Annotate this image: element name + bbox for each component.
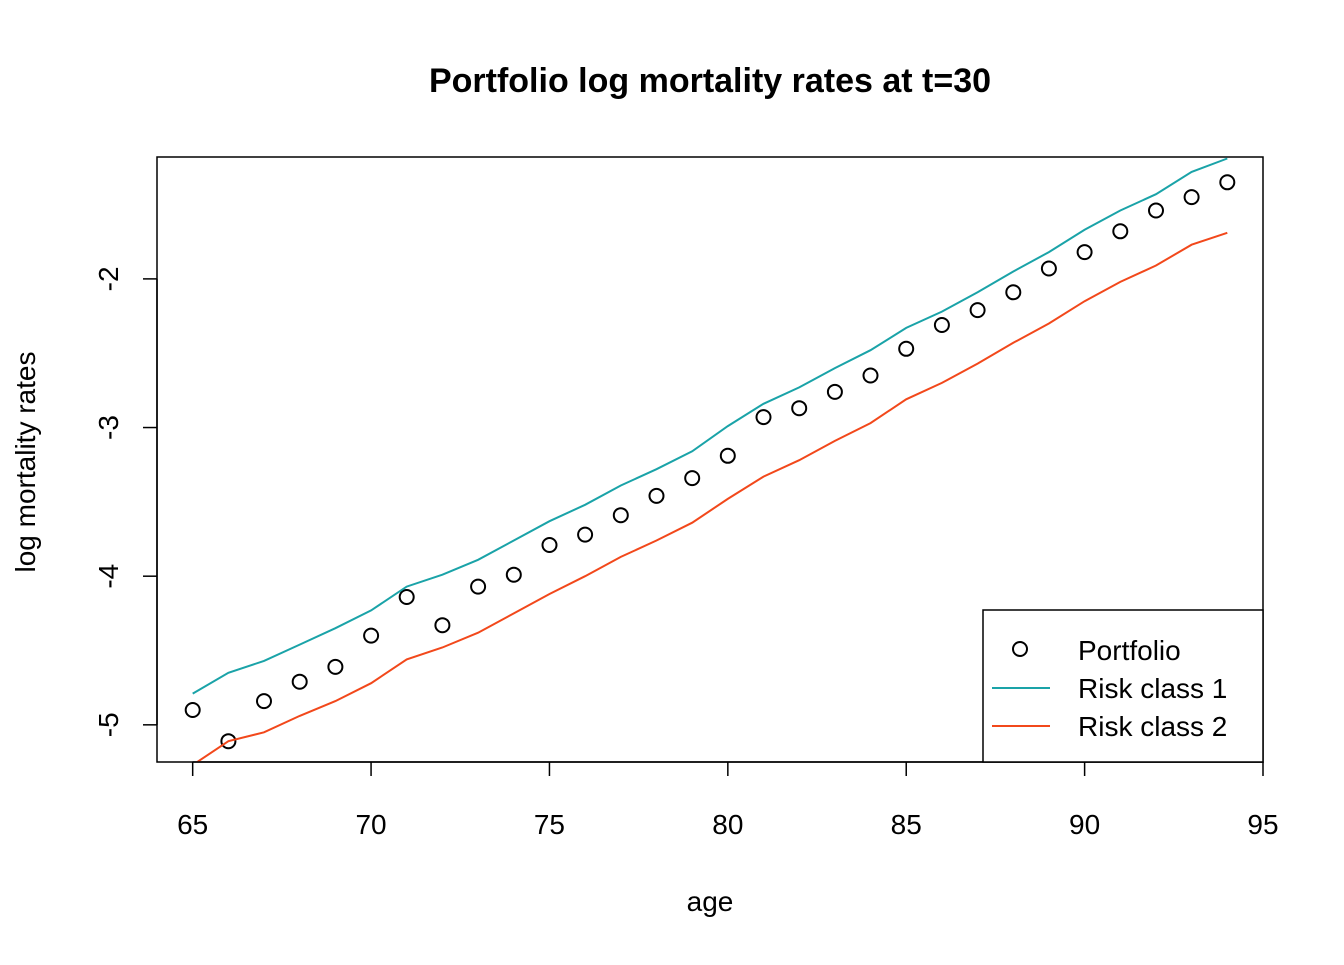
data-point-portfolio	[1005, 284, 1022, 301]
data-point-portfolio	[505, 566, 522, 583]
data-point-portfolio	[434, 617, 451, 634]
legend-box	[982, 609, 1264, 763]
data-point-portfolio	[220, 733, 237, 750]
y-tick-label: -3	[93, 415, 124, 440]
data-point-portfolio	[291, 673, 308, 690]
y-tick-label: -2	[93, 266, 124, 291]
data-point-portfolio	[684, 470, 701, 487]
y-axis: -2 -3 -4 -5	[93, 266, 158, 737]
y-axis-label: log mortality rates	[10, 352, 41, 573]
plot-area	[184, 157, 1236, 762]
x-tick-label: 65	[177, 809, 208, 840]
chart-title: Portfolio log mortality rates at t=30	[429, 62, 991, 100]
data-point-portfolio	[862, 367, 879, 384]
data-point-portfolio	[256, 693, 272, 710]
data-point-portfolio	[1040, 260, 1057, 277]
data-point-portfolio	[1076, 244, 1093, 261]
x-axis-label: age	[687, 886, 734, 917]
x-tick-label: 95	[1247, 809, 1278, 840]
x-axis: 65 70 75 80 85 90 95	[177, 761, 1279, 840]
data-point-portfolio	[826, 383, 843, 400]
data-point-portfolio	[1219, 174, 1236, 191]
legend-label-risk-class-1: Risk class 1	[1078, 673, 1227, 704]
data-point-portfolio	[398, 589, 415, 605]
data-point-portfolio	[719, 447, 736, 464]
x-tick-label: 70	[355, 809, 386, 840]
data-point-portfolio	[755, 409, 772, 426]
y-tick-label: -4	[93, 564, 124, 589]
data-point-portfolio	[933, 317, 950, 333]
data-point-portfolio	[898, 340, 915, 357]
series-line-risk-class-1	[192, 157, 1228, 695]
data-point-portfolio	[184, 702, 201, 718]
x-tick-label: 90	[1069, 809, 1100, 840]
data-point-portfolio	[648, 487, 665, 504]
data-point-portfolio	[612, 507, 629, 524]
data-point-portfolio	[1148, 202, 1164, 219]
data-point-portfolio	[1112, 223, 1129, 240]
data-point-portfolio	[791, 400, 808, 417]
data-point-portfolio	[363, 627, 380, 644]
data-point-portfolio	[1183, 189, 1200, 206]
legend-label-portfolio: Portfolio	[1078, 635, 1181, 666]
data-point-portfolio	[327, 658, 344, 675]
x-tick-label: 80	[712, 809, 743, 840]
data-point-portfolio	[577, 526, 594, 543]
data-point-portfolio	[470, 578, 487, 595]
data-point-portfolio	[541, 537, 558, 553]
legend: Portfolio Risk class 1 Risk class 2	[982, 609, 1264, 763]
x-tick-label: 75	[534, 809, 565, 840]
series-line-risk-class-2	[195, 231, 1228, 762]
legend-label-risk-class-2: Risk class 2	[1078, 711, 1227, 742]
legend-marker-portfolio	[1012, 641, 1028, 657]
y-tick-label: -5	[93, 712, 124, 737]
x-tick-label: 85	[891, 809, 922, 840]
data-point-portfolio	[969, 302, 986, 319]
